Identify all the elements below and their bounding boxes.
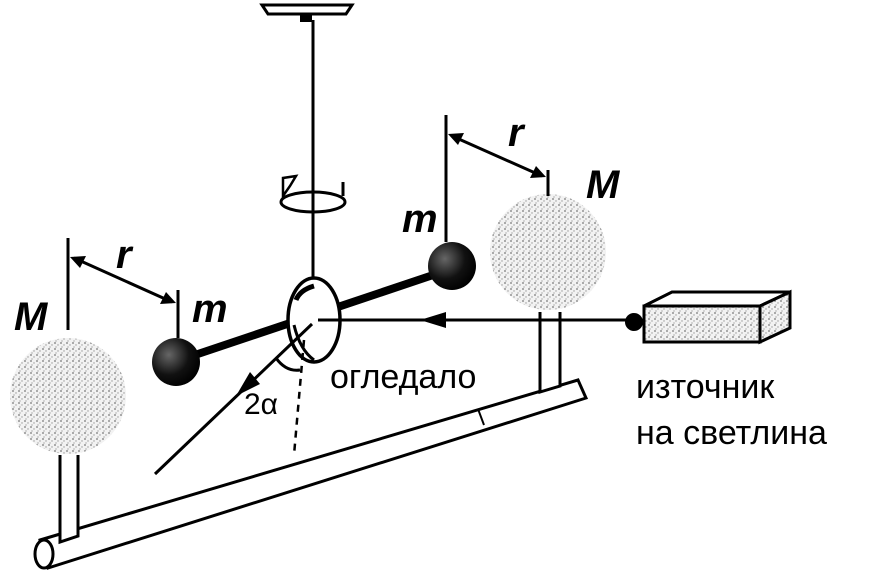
distance-marker-left (66, 238, 180, 338)
light-source (625, 289, 792, 345)
label-mirror: огледало (330, 358, 476, 396)
large-mass-left (10, 338, 126, 454)
label-angle: 2α (244, 388, 278, 421)
large-mass-right (490, 194, 606, 310)
label-small-mass-right: m (402, 197, 438, 241)
rotation-arrow-icon (279, 174, 347, 214)
distance-marker-right (444, 115, 550, 242)
beam-arrow-icon (420, 312, 446, 328)
label-small-mass-left: m (192, 287, 228, 331)
base-frame (33, 312, 589, 570)
small-mass-right (428, 242, 476, 290)
label-light-source-line2: на светлина (636, 414, 827, 452)
angle-arc (274, 357, 301, 372)
label-large-mass-right: M (586, 163, 621, 207)
label-light-source-line1: източник (636, 368, 775, 406)
suspension-mount (259, 3, 355, 22)
label-distance-left: r (116, 233, 134, 277)
normal-line (292, 339, 306, 456)
reflected-arrow-icon (236, 372, 260, 396)
label-distance-right: r (508, 111, 526, 155)
small-mass-left (152, 338, 200, 386)
label-large-mass-left: M (14, 295, 49, 339)
reflected-beam (153, 322, 314, 476)
